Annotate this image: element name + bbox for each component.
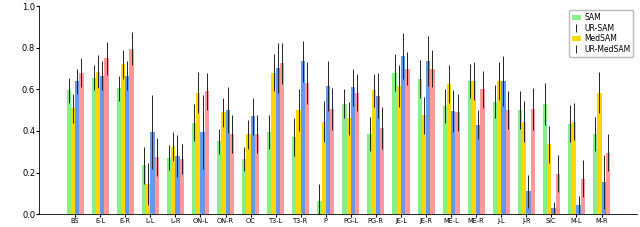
Bar	[501, 81, 506, 214]
Bar	[397, 86, 401, 214]
Bar	[251, 116, 255, 214]
Bar	[104, 58, 109, 214]
Bar	[100, 76, 104, 214]
Bar	[67, 90, 71, 214]
Bar	[276, 68, 280, 214]
Bar	[280, 63, 284, 214]
Bar	[497, 81, 501, 214]
Bar	[380, 128, 385, 214]
Bar	[476, 125, 481, 214]
Bar	[129, 49, 134, 214]
Bar	[602, 182, 606, 214]
Bar	[556, 173, 560, 214]
Bar	[116, 88, 121, 214]
Bar	[372, 90, 376, 214]
Bar	[292, 137, 296, 214]
Bar	[522, 122, 526, 214]
Bar	[593, 134, 597, 214]
Bar	[355, 93, 360, 214]
Bar	[330, 109, 334, 214]
Bar	[230, 134, 234, 214]
Legend: SAM, UR-SAM, MedSAM, UR-MedSAM: SAM, UR-SAM, MedSAM, UR-MedSAM	[569, 10, 634, 57]
Bar	[451, 111, 456, 214]
Bar	[167, 158, 171, 214]
Bar	[192, 123, 196, 214]
Bar	[175, 156, 180, 214]
Bar	[301, 61, 305, 214]
Bar	[392, 73, 397, 214]
Bar	[468, 81, 472, 214]
Bar	[225, 110, 230, 214]
Bar	[580, 179, 585, 214]
Bar	[518, 110, 522, 214]
Bar	[296, 110, 301, 214]
Bar	[242, 159, 246, 214]
Bar	[526, 191, 531, 214]
Bar	[568, 124, 572, 214]
Bar	[71, 108, 75, 214]
Bar	[271, 73, 276, 214]
Bar	[205, 91, 209, 214]
Bar	[342, 104, 347, 214]
Bar	[255, 134, 259, 214]
Bar	[142, 165, 146, 214]
Bar	[367, 134, 372, 214]
Bar	[422, 115, 426, 214]
Bar	[547, 144, 552, 214]
Bar	[305, 83, 309, 214]
Bar	[217, 141, 221, 214]
Bar	[246, 134, 251, 214]
Bar	[180, 159, 184, 214]
Bar	[121, 64, 125, 214]
Bar	[317, 200, 321, 214]
Bar	[92, 78, 96, 214]
Bar	[221, 112, 225, 214]
Bar	[267, 132, 271, 214]
Bar	[171, 146, 175, 214]
Bar	[430, 69, 435, 214]
Bar	[146, 184, 150, 214]
Bar	[79, 73, 84, 214]
Bar	[150, 132, 154, 214]
Bar	[472, 81, 476, 214]
Bar	[321, 122, 326, 214]
Bar	[597, 93, 602, 214]
Bar	[125, 76, 129, 214]
Bar	[543, 104, 547, 214]
Bar	[531, 109, 535, 214]
Bar	[376, 96, 380, 214]
Bar	[493, 102, 497, 214]
Bar	[196, 93, 200, 214]
Bar	[426, 61, 430, 214]
Bar	[417, 79, 422, 214]
Bar	[351, 87, 355, 214]
Bar	[405, 69, 410, 214]
Bar	[154, 157, 159, 214]
Bar	[200, 132, 205, 214]
Bar	[401, 56, 405, 214]
Bar	[577, 205, 580, 214]
Bar	[447, 84, 451, 214]
Bar	[75, 81, 79, 214]
Bar	[481, 89, 484, 214]
Bar	[443, 106, 447, 214]
Bar	[606, 153, 610, 214]
Bar	[506, 110, 510, 214]
Bar	[552, 208, 556, 214]
Bar	[572, 122, 577, 214]
Bar	[347, 118, 351, 214]
Bar	[96, 72, 100, 214]
Bar	[456, 112, 460, 214]
Bar	[326, 86, 330, 214]
